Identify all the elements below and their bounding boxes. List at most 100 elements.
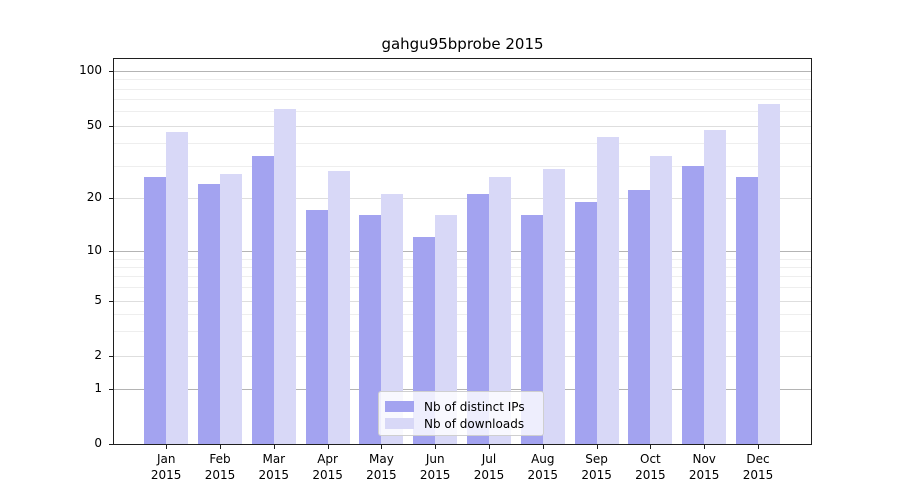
y-tick-label: 2 <box>94 348 102 362</box>
minor-gridline <box>114 165 811 167</box>
bar-downloads <box>220 174 242 444</box>
bar-distinct-ips <box>736 177 758 444</box>
y-tick-label: 10 <box>86 243 102 257</box>
bar-distinct-ips <box>682 165 705 444</box>
bar-distinct-ips <box>198 183 220 444</box>
y-tick <box>109 356 113 357</box>
gridline <box>114 251 811 252</box>
minor-gridline <box>114 79 811 81</box>
x-tick-month: Jan <box>156 452 176 466</box>
x-tick-month: Sep <box>585 452 608 466</box>
x-tick-month: Mar <box>262 452 286 466</box>
x-tick-label: Jul 2015 <box>461 452 517 483</box>
x-tick-label: Jan 2015 <box>138 452 194 483</box>
x-tick-year: 2015 <box>688 467 720 482</box>
x-tick-year: 2015 <box>635 467 666 482</box>
y-tick <box>109 444 113 445</box>
x-tick-label: May 2015 <box>353 452 409 483</box>
x-tick-label: Aug 2015 <box>515 452 571 483</box>
legend-label-downloads: Nb of downloads <box>424 416 525 431</box>
y-tick-label: 0 <box>94 436 102 450</box>
x-tick-month: Nov <box>692 452 716 466</box>
y-tick <box>109 251 113 252</box>
x-tick <box>758 445 759 449</box>
y-tick <box>109 389 113 390</box>
x-tick <box>650 445 652 449</box>
y-tick-label: 1 <box>94 381 102 395</box>
bar-distinct-ips <box>574 201 597 444</box>
bar-downloads <box>166 132 189 444</box>
bar-distinct-ips <box>251 156 274 444</box>
bar-downloads <box>758 103 780 444</box>
x-tick-month: Jun <box>425 452 445 466</box>
minor-gridline <box>114 287 811 289</box>
legend: Nb of distinct IPs Nb of downloads <box>378 391 544 436</box>
y-tick-label: 5 <box>94 292 102 307</box>
bar-downloads <box>273 108 296 444</box>
bar-distinct-ips <box>628 190 651 444</box>
y-tick-label: 100 <box>79 63 102 77</box>
legend-swatch-downloads <box>385 418 414 429</box>
gridline <box>114 300 811 302</box>
x-tick-label: Feb 2015 <box>192 452 248 483</box>
x-tick-month: Jul <box>481 452 497 466</box>
minor-gridline <box>114 143 811 145</box>
x-tick-year: 2015 <box>258 467 290 482</box>
gridline <box>114 71 811 72</box>
minor-gridline <box>114 314 811 316</box>
x-tick-year: 2015 <box>581 467 612 482</box>
legend-swatch-distinct-ips <box>385 401 414 412</box>
bar-distinct-ips <box>305 210 328 444</box>
y-tick <box>109 300 113 302</box>
minor-gridline <box>114 331 811 333</box>
x-tick <box>166 445 168 449</box>
bar-distinct-ips <box>467 194 489 444</box>
minor-gridline <box>114 258 811 260</box>
minor-gridline <box>114 99 811 101</box>
bar-distinct-ips <box>520 215 543 444</box>
gridline <box>114 125 811 127</box>
bar-downloads <box>542 168 565 444</box>
x-tick <box>542 445 544 449</box>
x-tick <box>220 445 221 449</box>
x-tick-label: Dec 2015 <box>730 452 786 483</box>
legend-label-distinct-ips: Nb of distinct IPs <box>424 399 525 414</box>
x-tick-month: Oct <box>640 452 661 466</box>
x-tick <box>704 445 706 449</box>
chart-title: gahgu95bprobe 2015 <box>381 35 544 53</box>
x-tick-year: 2015 <box>312 467 343 482</box>
y-tick <box>109 198 113 199</box>
gridline <box>114 356 811 357</box>
minor-gridline <box>114 111 811 113</box>
legend-row-distinct-ips: Nb of distinct IPs <box>385 399 543 414</box>
x-tick <box>327 445 329 449</box>
bar-downloads <box>704 130 727 444</box>
x-tick-label: Apr 2015 <box>300 452 356 483</box>
x-tick-year: 2015 <box>473 467 505 482</box>
x-tick <box>273 445 275 449</box>
legend-row-downloads: Nb of downloads <box>385 416 543 431</box>
bar-downloads <box>381 194 404 444</box>
bar-downloads <box>596 137 619 444</box>
bar-downloads <box>435 215 458 444</box>
x-tick <box>381 445 383 449</box>
x-tick-month: Apr <box>317 452 338 466</box>
x-tick-month: Dec <box>746 452 770 466</box>
y-tick-label: 50 <box>86 117 102 132</box>
x-tick-month: May <box>368 452 394 466</box>
x-tick <box>435 445 437 449</box>
x-tick-label: Oct 2015 <box>622 452 678 483</box>
x-tick-label: Sep 2015 <box>569 452 625 483</box>
x-tick-year: 2015 <box>366 467 397 482</box>
gridline <box>114 389 811 390</box>
plot-area <box>113 58 812 445</box>
x-tick-label: Nov 2015 <box>676 452 732 483</box>
bar-downloads <box>489 177 511 444</box>
bar-downloads <box>650 156 673 444</box>
x-tick-year: 2015 <box>527 467 559 482</box>
x-tick-year: 2015 <box>419 467 451 482</box>
minor-gridline <box>114 88 811 90</box>
x-tick-month: Feb <box>209 452 231 466</box>
x-tick-label: Jun 2015 <box>407 452 463 483</box>
